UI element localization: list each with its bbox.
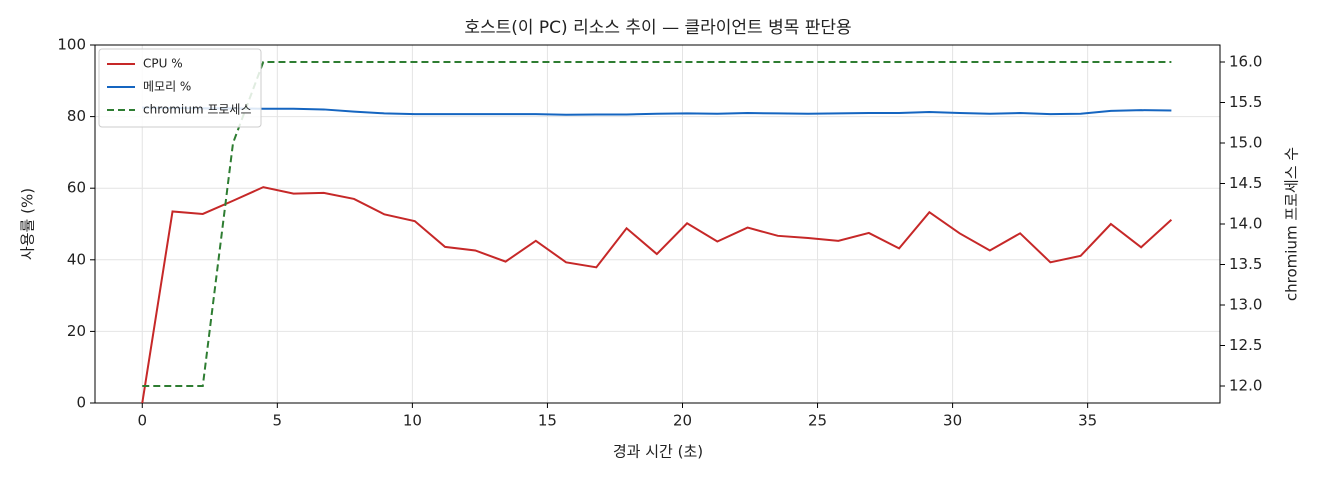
y-axis-label: 사용률 (%) — [19, 188, 37, 260]
x-axis-label: 경과 시간 (초) — [613, 443, 703, 461]
x-tick-label: 5 — [273, 412, 283, 430]
chart-title: 호스트(이 PC) 리소스 추이 — 클라이언트 병목 판단용 — [464, 18, 851, 38]
x-tick-label: 20 — [673, 412, 692, 430]
y-tick-label: 80 — [67, 107, 86, 125]
x-tick-label: 0 — [137, 412, 147, 430]
y-tick-label: 100 — [57, 36, 86, 54]
y2-tick-label: 13.5 — [1229, 255, 1262, 273]
plot-frame — [94, 44, 1221, 404]
series-line — [142, 106, 1172, 116]
y-tick-label: 60 — [67, 179, 86, 197]
y2-tick-label: 14.5 — [1229, 174, 1262, 192]
legend: CPU % 메모리 % chromium 프로세스 — [98, 48, 262, 128]
y2-tick-label: 15.5 — [1229, 93, 1262, 111]
series-line — [142, 61, 1172, 387]
series-line — [141, 186, 1173, 404]
x-tick-label: 25 — [808, 412, 827, 430]
y-tick-label: 20 — [67, 322, 86, 340]
legend-box — [98, 48, 262, 128]
y-tick-label: 0 — [76, 394, 86, 412]
x-tick-label: 35 — [1078, 412, 1097, 430]
x-tick-label: 30 — [943, 412, 962, 430]
y2-tick-label: 13.0 — [1229, 295, 1262, 313]
y2-tick-label: 12.0 — [1229, 376, 1262, 394]
y-tick-label: 40 — [67, 250, 86, 268]
y2-tick-label: 15.0 — [1229, 134, 1262, 152]
y2-tick-label: 12.5 — [1229, 336, 1262, 354]
legend-label: CPU % — [143, 57, 183, 71]
y2-tick-label: 14.0 — [1229, 215, 1262, 233]
x-tick-label: 15 — [538, 412, 557, 430]
y2-axis-label: chromium 프로세스 수 — [1283, 147, 1301, 301]
legend-label: chromium 프로세스 — [143, 103, 252, 117]
legend-label: 메모리 % — [143, 80, 191, 94]
y2-tick-label: 16.0 — [1229, 53, 1262, 71]
x-tick-label: 10 — [403, 412, 422, 430]
